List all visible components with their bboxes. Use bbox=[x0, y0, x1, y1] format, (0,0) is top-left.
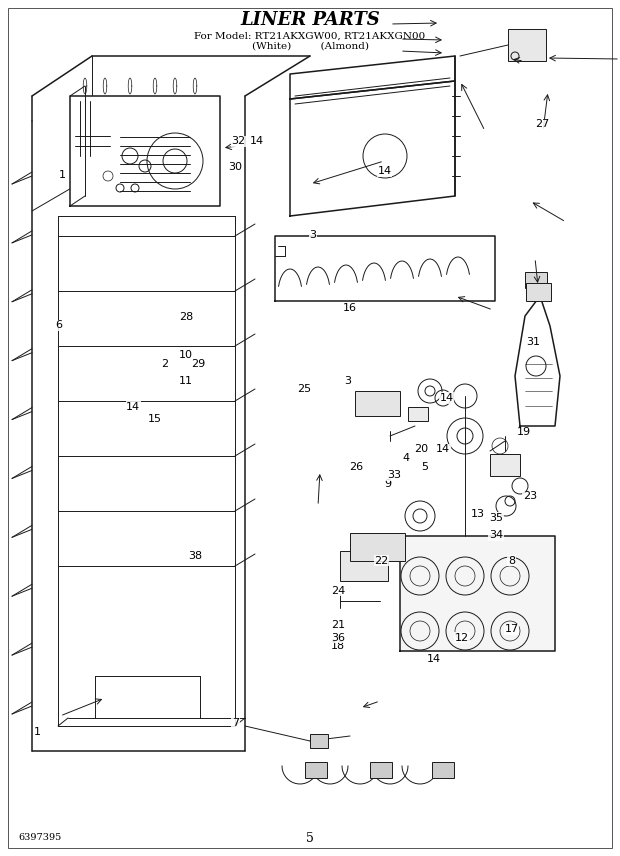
Bar bbox=[432, 762, 454, 778]
Text: 38: 38 bbox=[188, 551, 202, 562]
Polygon shape bbox=[275, 236, 495, 301]
Polygon shape bbox=[70, 96, 220, 206]
Bar bbox=[340, 551, 388, 581]
Text: 11: 11 bbox=[179, 376, 193, 386]
Text: 13: 13 bbox=[471, 508, 484, 519]
Text: 8: 8 bbox=[508, 556, 515, 566]
Text: 5: 5 bbox=[306, 831, 314, 845]
Text: 14: 14 bbox=[427, 654, 441, 664]
Text: 14: 14 bbox=[378, 166, 391, 176]
Bar bbox=[508, 29, 546, 61]
Text: 26: 26 bbox=[350, 461, 363, 472]
Text: 7: 7 bbox=[232, 718, 239, 728]
Text: 5: 5 bbox=[421, 461, 428, 472]
Text: 25: 25 bbox=[297, 384, 311, 395]
Text: 36: 36 bbox=[331, 633, 345, 643]
Text: 23: 23 bbox=[523, 491, 537, 502]
Text: (White)         (Almond): (White) (Almond) bbox=[252, 41, 368, 51]
Bar bbox=[490, 454, 520, 476]
Text: 9: 9 bbox=[384, 479, 391, 489]
Text: 22: 22 bbox=[374, 556, 388, 566]
Text: 20: 20 bbox=[415, 444, 428, 455]
Bar bbox=[305, 762, 327, 778]
Bar bbox=[525, 272, 547, 288]
Text: 21: 21 bbox=[331, 620, 345, 630]
Text: 6397395: 6397395 bbox=[18, 834, 61, 842]
Polygon shape bbox=[290, 56, 455, 99]
Text: 2: 2 bbox=[161, 359, 168, 369]
Text: 27: 27 bbox=[536, 119, 549, 129]
Text: 14: 14 bbox=[250, 136, 264, 146]
Polygon shape bbox=[290, 81, 455, 216]
Text: 34: 34 bbox=[489, 530, 503, 540]
Text: 3: 3 bbox=[343, 376, 351, 386]
Text: 28: 28 bbox=[179, 312, 193, 322]
Text: 19: 19 bbox=[517, 427, 531, 437]
Text: 3: 3 bbox=[309, 230, 317, 241]
Text: 10: 10 bbox=[179, 350, 193, 360]
Text: 16: 16 bbox=[343, 303, 357, 313]
Text: 6: 6 bbox=[55, 320, 63, 330]
Bar bbox=[355, 391, 400, 416]
Text: 24: 24 bbox=[331, 586, 345, 596]
Bar bbox=[350, 533, 405, 561]
Text: 18: 18 bbox=[331, 641, 345, 651]
Text: 14: 14 bbox=[126, 401, 140, 412]
Text: 1: 1 bbox=[33, 727, 41, 737]
Text: 29: 29 bbox=[192, 359, 205, 369]
Polygon shape bbox=[515, 296, 560, 426]
Bar bbox=[370, 762, 392, 778]
Text: 12: 12 bbox=[455, 633, 469, 643]
Text: 14: 14 bbox=[436, 444, 450, 455]
Bar bbox=[408, 407, 428, 421]
Text: 17: 17 bbox=[505, 624, 518, 634]
Text: 14: 14 bbox=[440, 393, 453, 403]
Text: 4: 4 bbox=[402, 453, 410, 463]
Text: 30: 30 bbox=[229, 162, 242, 172]
Bar bbox=[526, 283, 551, 301]
Text: For Model: RT21AKXGW00, RT21AKXGN00: For Model: RT21AKXGW00, RT21AKXGN00 bbox=[195, 32, 425, 40]
Text: 15: 15 bbox=[148, 414, 162, 425]
Text: 35: 35 bbox=[489, 513, 503, 523]
Text: 1: 1 bbox=[58, 170, 66, 181]
Polygon shape bbox=[400, 536, 555, 651]
Bar bbox=[310, 734, 328, 748]
Text: 33: 33 bbox=[387, 470, 401, 480]
Text: 31: 31 bbox=[526, 337, 540, 348]
Text: LINER PARTS: LINER PARTS bbox=[240, 11, 380, 29]
Text: 32: 32 bbox=[232, 136, 246, 146]
